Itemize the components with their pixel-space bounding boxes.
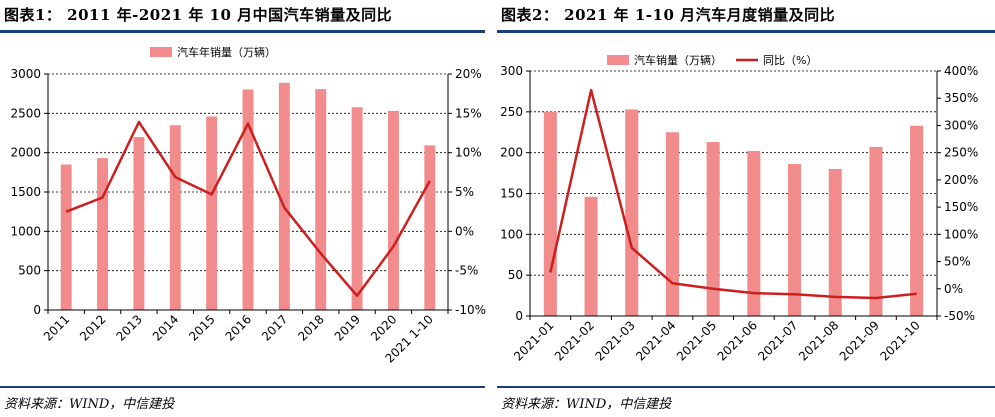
x-tick-label: 2021-01 xyxy=(511,318,556,363)
bar xyxy=(869,146,883,316)
x-tick-label: 2015 xyxy=(186,312,217,343)
bar xyxy=(351,107,363,310)
y-right-tick-label: 10% xyxy=(455,146,482,160)
y-right-tick-label: 0% xyxy=(944,282,963,296)
source-rule xyxy=(0,386,485,388)
x-tick-label: 2011 xyxy=(41,312,72,343)
x-tick-label: 2017 xyxy=(259,312,290,343)
legend-label: 汽车年销量（万辆） xyxy=(177,45,276,59)
y-left-tick-label: 250 xyxy=(500,105,523,119)
y-left-tick-label: 0 xyxy=(33,303,41,317)
y-right-tick-label: 400% xyxy=(944,64,978,78)
y-right-tick-label: 0% xyxy=(455,224,474,238)
x-tick-label: 2021-09 xyxy=(837,318,882,363)
series-line xyxy=(549,88,917,300)
y-left-tick-label: 200 xyxy=(500,146,523,160)
chart-2-svg: 0 50 100 150 200 250 300 -50% 0% 50% 100% 150% 200% 2… xyxy=(500,53,978,364)
chart-title: 图表1： 2011 年-2021 年 10 月中国汽车销量及同比 xyxy=(4,6,393,24)
y-left-tick-label: 2500 xyxy=(10,106,41,120)
x-tick-label: 2019 xyxy=(332,312,363,343)
bar xyxy=(424,145,436,310)
bar xyxy=(747,151,761,316)
bar xyxy=(278,82,290,310)
y-right-tick-label: 100% xyxy=(944,227,978,241)
y-right-tick-label: -10% xyxy=(455,303,486,317)
title-rule xyxy=(0,30,485,33)
legend: 汽车销量（万辆） 同比（%） xyxy=(607,53,817,67)
x-tick-label: 2021-10 xyxy=(877,318,922,363)
y-left-tick-label: 2000 xyxy=(10,146,41,160)
y-left-tick-label: 100 xyxy=(500,227,523,241)
bar xyxy=(133,137,145,310)
chart-title: 图表2： 2021 年 1-10 月汽车月度销量及同比 xyxy=(501,6,836,24)
legend: 汽车年销量（万辆） xyxy=(150,45,276,59)
bar xyxy=(665,132,679,316)
bar xyxy=(584,196,598,316)
legend-label: 汽车销量（万辆） xyxy=(634,53,722,67)
y-right-tick-label: 350% xyxy=(944,91,978,105)
y-right-tick-label: 5% xyxy=(455,185,474,199)
x-tick-label: 2021-06 xyxy=(715,318,760,363)
bar xyxy=(625,109,639,316)
x-tick-label: 2018 xyxy=(295,312,326,343)
legend-swatch-bar xyxy=(150,47,172,57)
bar xyxy=(706,142,720,316)
x-tick-label: 2020 xyxy=(368,312,399,343)
x-tick-label: 2014 xyxy=(150,312,181,343)
y-right-tick-label: 200% xyxy=(944,173,978,187)
chart-panel-1: 图表1： 2011 年-2021 年 10 月中国汽车销量及同比 0 500 100… xyxy=(0,0,486,417)
x-tick-label: 2021-05 xyxy=(674,318,719,363)
bar xyxy=(97,158,108,310)
y-right-tick-label: -5% xyxy=(455,264,478,278)
y-left-tick-label: 1000 xyxy=(10,224,41,238)
y-right-tick-label: 20% xyxy=(455,67,482,81)
legend-swatch-bar xyxy=(607,55,629,65)
y-right-tick-label: 15% xyxy=(455,106,482,120)
source-note: 资料来源：WIND，中信建投 xyxy=(501,397,672,412)
x-tick-label: 2021-08 xyxy=(796,318,841,363)
bar xyxy=(242,89,254,310)
source-rule xyxy=(497,386,995,388)
legend-label: 同比（%） xyxy=(763,54,817,67)
y-right-tick-label: 150% xyxy=(944,200,978,214)
bar xyxy=(388,110,399,310)
title-rule xyxy=(497,30,995,33)
bar xyxy=(910,125,924,316)
y-right-tick-label: 300% xyxy=(944,118,978,132)
y-right-tick-label: 50% xyxy=(944,255,971,269)
x-tick-label: 2021-03 xyxy=(593,318,638,363)
bar xyxy=(206,116,218,310)
y-left-tick-label: 300 xyxy=(500,64,523,78)
y-right-tick-label: 250% xyxy=(944,146,978,160)
y-left-tick-label: 0 xyxy=(515,309,523,323)
x-tick-label: 2021-02 xyxy=(552,318,597,363)
bar xyxy=(828,169,842,316)
source-note: 资料来源：WIND，中信建投 xyxy=(4,397,175,412)
y-left-tick-label: 1500 xyxy=(10,185,41,199)
bar xyxy=(315,89,327,310)
bar xyxy=(169,125,181,310)
y-left-tick-label: 150 xyxy=(500,187,523,201)
chart-1-svg: 0 500 1000 1500 2000 2500 3000 -10% -5% 0% 5% 10% 15… xyxy=(10,45,486,366)
y-left-tick-label: 3000 xyxy=(10,67,41,81)
x-tick-label: 2021-07 xyxy=(755,318,800,363)
bar xyxy=(788,164,802,316)
x-tick-label: 2016 xyxy=(223,312,254,343)
y-left-tick-label: 50 xyxy=(508,268,523,282)
y-left-tick-label: 500 xyxy=(18,264,41,278)
bar xyxy=(543,111,557,316)
x-tick-label: 2012 xyxy=(77,312,108,343)
y-right-tick-label: -50% xyxy=(944,309,975,323)
x-tick-label: 2013 xyxy=(114,312,145,343)
chart-panel-2: 图表2： 2021 年 1-10 月汽车月度销量及同比 0 50 100 150 200… xyxy=(497,0,995,417)
bar xyxy=(60,164,72,310)
x-tick-label: 2021-04 xyxy=(633,318,678,363)
